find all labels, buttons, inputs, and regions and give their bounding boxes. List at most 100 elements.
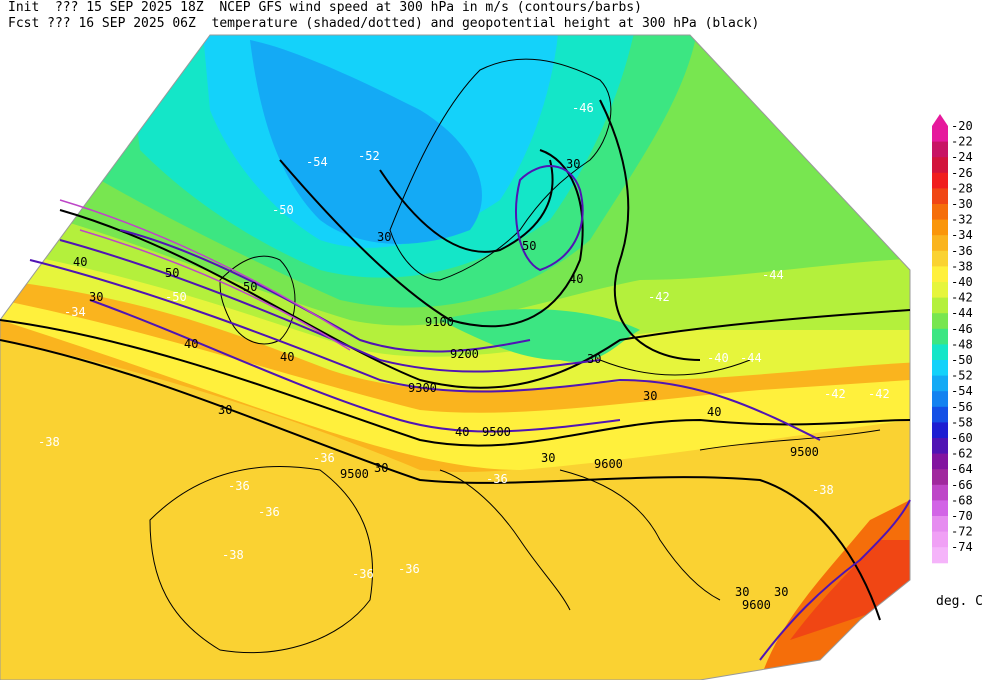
colorbar-arrow: [932, 114, 948, 126]
colorbar-label: -20: [951, 119, 973, 133]
wind-contour-30-b: [89, 299, 621, 433]
wind-label: 40: [707, 405, 721, 419]
colorbar-units: deg. C: [936, 594, 983, 609]
colorbar-label: -26: [951, 166, 973, 180]
wind-label: 30: [587, 352, 601, 366]
temp-label: -36: [486, 472, 508, 486]
temp-label: -38: [812, 483, 834, 497]
black-sea-coast: [699, 429, 881, 451]
temp-label: -36: [258, 505, 280, 519]
colorbar-label: -42: [951, 291, 973, 305]
temp-label: -38: [38, 435, 60, 449]
temp-dotted-contour-a: [59, 199, 341, 331]
colorbar-label: -30: [951, 197, 973, 211]
temp-band-28: [790, 540, 910, 640]
wind-label: 40: [280, 350, 294, 364]
colorbar-label: -72: [951, 525, 973, 539]
colorbar-label: -66: [951, 478, 973, 492]
colorbar-swatch: [932, 547, 948, 564]
colorbar-label: -28: [951, 181, 973, 195]
wind-label: 50: [165, 266, 179, 280]
temperature-labels: -34 -38 -36 -36 -36 -36 -36 -38 -38 -40 …: [38, 101, 890, 581]
temp-label: -40: [707, 351, 729, 365]
colorbar-swatch: [932, 453, 948, 470]
height-label: 9600: [594, 457, 623, 471]
height-labels: 9100 9200 9300 9500 9500 9500 9600 9600: [340, 315, 819, 612]
temp-label: -36: [228, 479, 250, 493]
colorbar-label: -60: [951, 431, 973, 445]
colorbar-label: -52: [951, 369, 973, 383]
height-label: 9100: [425, 315, 454, 329]
british-isles-coast: [219, 255, 296, 345]
colorbar-label: -68: [951, 493, 973, 507]
temp-label: -44: [762, 268, 784, 282]
wind-label: 30: [735, 585, 749, 599]
temp-dotted-contours: [59, 199, 351, 351]
colorbar-swatch: [932, 313, 948, 330]
wind-labels: 30 30 30 30 40 40 40 50 50 50 30 40 30 3…: [73, 157, 788, 599]
wind-label: 30: [374, 461, 388, 475]
height-label: 9500: [482, 425, 511, 439]
height-contour-9600: [0, 339, 881, 621]
colorbar-label: -34: [951, 228, 973, 242]
wind-label: 50: [243, 280, 257, 294]
wind-label: 30: [566, 157, 580, 171]
height-label: 9500: [340, 467, 369, 481]
temp-label: -36: [313, 451, 335, 465]
colorbar-swatch: [932, 188, 948, 205]
baltic-coast: [599, 359, 751, 376]
colorbar-label: -58: [951, 415, 973, 429]
colorbar-swatch: [932, 531, 948, 548]
temp-label: -44: [740, 351, 762, 365]
wind-label: 40: [184, 337, 198, 351]
colorbar-swatch: [932, 438, 948, 455]
colorbar-swatch: [932, 282, 948, 299]
temp-label: -50: [165, 290, 187, 304]
temp-dotted-contour-b: [79, 229, 351, 351]
colorbar-swatch: [932, 469, 948, 486]
colorbar-swatch: [932, 266, 948, 283]
height-contour-9300: [59, 209, 911, 389]
colorbar-swatch: [932, 126, 948, 143]
temp-label: -36: [352, 567, 374, 581]
colorbar-swatch: [932, 204, 948, 221]
wind-label: 40: [455, 425, 469, 439]
coastlines: [149, 58, 881, 653]
height-contours: [0, 99, 911, 621]
colorbar-swatch: [932, 360, 948, 377]
temp-label: -46: [572, 101, 594, 115]
colorbar-swatch: [932, 328, 948, 345]
height-contour-9500: [0, 319, 911, 447]
colorbar-swatch: [932, 157, 948, 174]
colorbar-label: -32: [951, 213, 973, 227]
colorbar-label: -62: [951, 447, 973, 461]
colorbar-label: -24: [951, 150, 973, 164]
colorbar-swatch: [932, 235, 948, 252]
colorbar-label: -36: [951, 244, 973, 258]
temp-label: -54: [306, 155, 328, 169]
height-contour-9100: [379, 159, 554, 253]
wind-label: 40: [569, 272, 583, 286]
colorbar-label: -56: [951, 400, 973, 414]
temp-label: -42: [648, 290, 670, 304]
wind-contours: [29, 165, 911, 661]
temp-label: -36: [398, 562, 420, 576]
colorbar-swatch: [932, 406, 948, 423]
colorbar-swatch: [932, 219, 948, 236]
wind-label: 30: [643, 389, 657, 403]
wind-label: 30: [218, 403, 232, 417]
colorbar-swatch: [932, 141, 948, 158]
wind-contour-ring: [515, 165, 584, 272]
colorbar-label: -44: [951, 306, 973, 320]
colorbar-label: -70: [951, 509, 973, 523]
temp-label: -50: [272, 203, 294, 217]
wind-label: 30: [89, 290, 103, 304]
wind-label: 30: [774, 585, 788, 599]
colorbar-label: -48: [951, 337, 973, 351]
colorbar-swatch: [932, 172, 948, 189]
balkans-coast: [559, 469, 721, 601]
temp-band-38: [0, 300, 910, 470]
temp-label: -52: [358, 149, 380, 163]
height-contour-9200: [279, 149, 584, 328]
